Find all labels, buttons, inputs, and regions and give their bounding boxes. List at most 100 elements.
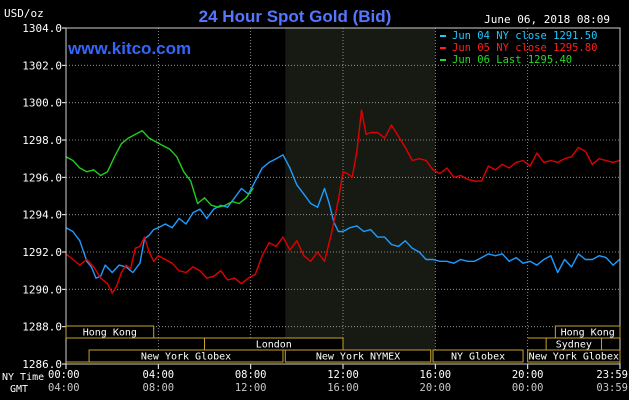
data-point	[432, 169, 434, 171]
data-point	[605, 159, 607, 162]
data-point	[157, 255, 159, 257]
market-session-label: New York NYMEX	[316, 352, 400, 363]
data-point	[192, 266, 194, 268]
data-point	[169, 148, 171, 150]
data-point	[591, 258, 593, 261]
data-point	[453, 176, 455, 178]
x-tick-label-ny: 12:00	[327, 369, 359, 381]
x-tick-label-ny: 16:00	[420, 369, 452, 381]
data-point	[598, 158, 600, 160]
data-point	[467, 178, 469, 180]
data-point	[139, 262, 141, 264]
data-point	[220, 270, 222, 272]
market-session-box	[527, 349, 621, 363]
data-point	[185, 271, 187, 274]
data-point	[473, 180, 476, 182]
y-tick-label: 1290.0	[22, 283, 62, 296]
data-point	[132, 271, 134, 274]
x-tick-label-gmt: 00:00	[512, 382, 544, 394]
y-tick-label: 1300.0	[22, 97, 62, 110]
data-point	[72, 230, 74, 233]
data-point	[100, 277, 102, 279]
data-point	[130, 268, 132, 270]
plot-frame	[65, 27, 621, 365]
market-session-box	[284, 349, 432, 363]
y-tick-label: 1294.0	[22, 209, 62, 222]
data-point	[282, 154, 284, 156]
data-point	[383, 137, 386, 139]
data-point	[93, 169, 95, 171]
x-tick-label-gmt: 16:00	[327, 382, 359, 394]
data-point	[254, 273, 256, 275]
data-point	[282, 236, 284, 238]
data-point	[226, 279, 229, 281]
data-point	[460, 174, 462, 177]
data-point	[418, 158, 420, 160]
data-point	[148, 251, 150, 253]
data-point	[240, 187, 243, 190]
data-point	[446, 260, 448, 262]
data-point	[240, 283, 243, 285]
market-session-label: NY Globex	[451, 352, 505, 363]
data-point	[206, 277, 208, 279]
data-point	[155, 141, 157, 143]
date-label: June 06, 2018 08:09	[484, 13, 610, 26]
data-point	[148, 234, 150, 236]
data-point	[106, 283, 109, 285]
data-point	[370, 229, 372, 231]
data-point	[79, 167, 81, 169]
data-point	[199, 208, 201, 210]
data-point	[233, 277, 236, 279]
data-point	[157, 227, 159, 229]
data-point	[289, 249, 291, 251]
data-point	[397, 135, 399, 137]
data-point	[247, 277, 249, 279]
data-point	[501, 163, 503, 165]
data-point	[612, 264, 614, 266]
data-point	[190, 180, 192, 182]
data-point	[104, 264, 106, 266]
data-point	[522, 262, 524, 264]
data-point	[72, 159, 74, 162]
data-point	[93, 266, 95, 268]
y-tick-label: 1296.0	[22, 171, 62, 184]
market-session-label: London	[256, 340, 292, 351]
data-point	[480, 257, 483, 259]
data-point	[100, 174, 102, 177]
data-point	[252, 187, 254, 190]
data-point	[425, 159, 427, 162]
y-tick-label: 1286.0	[22, 358, 62, 371]
data-point	[550, 255, 552, 257]
legend-item: Jun 04 NY close 1291.50	[440, 30, 597, 42]
legend-label: Jun 06 Last 1295.40	[452, 54, 572, 66]
legend-label: Jun 04 NY close 1291.50	[452, 30, 597, 42]
data-point	[289, 167, 291, 169]
data-point	[224, 204, 226, 206]
data-point	[605, 257, 607, 259]
data-point	[176, 156, 178, 158]
data-point	[328, 202, 330, 205]
x-tick-label-gmt: 20:00	[420, 382, 452, 394]
data-point	[134, 247, 136, 249]
data-point	[404, 146, 406, 149]
data-point	[226, 206, 229, 208]
data-point	[515, 257, 517, 259]
data-point	[411, 159, 413, 162]
data-point	[557, 271, 559, 274]
data-point	[515, 161, 517, 163]
data-point	[439, 260, 441, 262]
data-point	[439, 173, 441, 175]
data-point	[153, 260, 155, 262]
data-point	[418, 251, 420, 253]
data-point	[323, 187, 326, 190]
data-point	[349, 227, 351, 229]
data-point	[584, 258, 586, 261]
data-point	[337, 199, 339, 201]
data-point	[557, 161, 559, 163]
data-point	[330, 232, 333, 234]
data-point	[268, 242, 270, 244]
market-session-box	[88, 349, 284, 363]
data-point	[134, 133, 136, 135]
data-point	[139, 245, 141, 247]
data-point	[231, 201, 233, 203]
